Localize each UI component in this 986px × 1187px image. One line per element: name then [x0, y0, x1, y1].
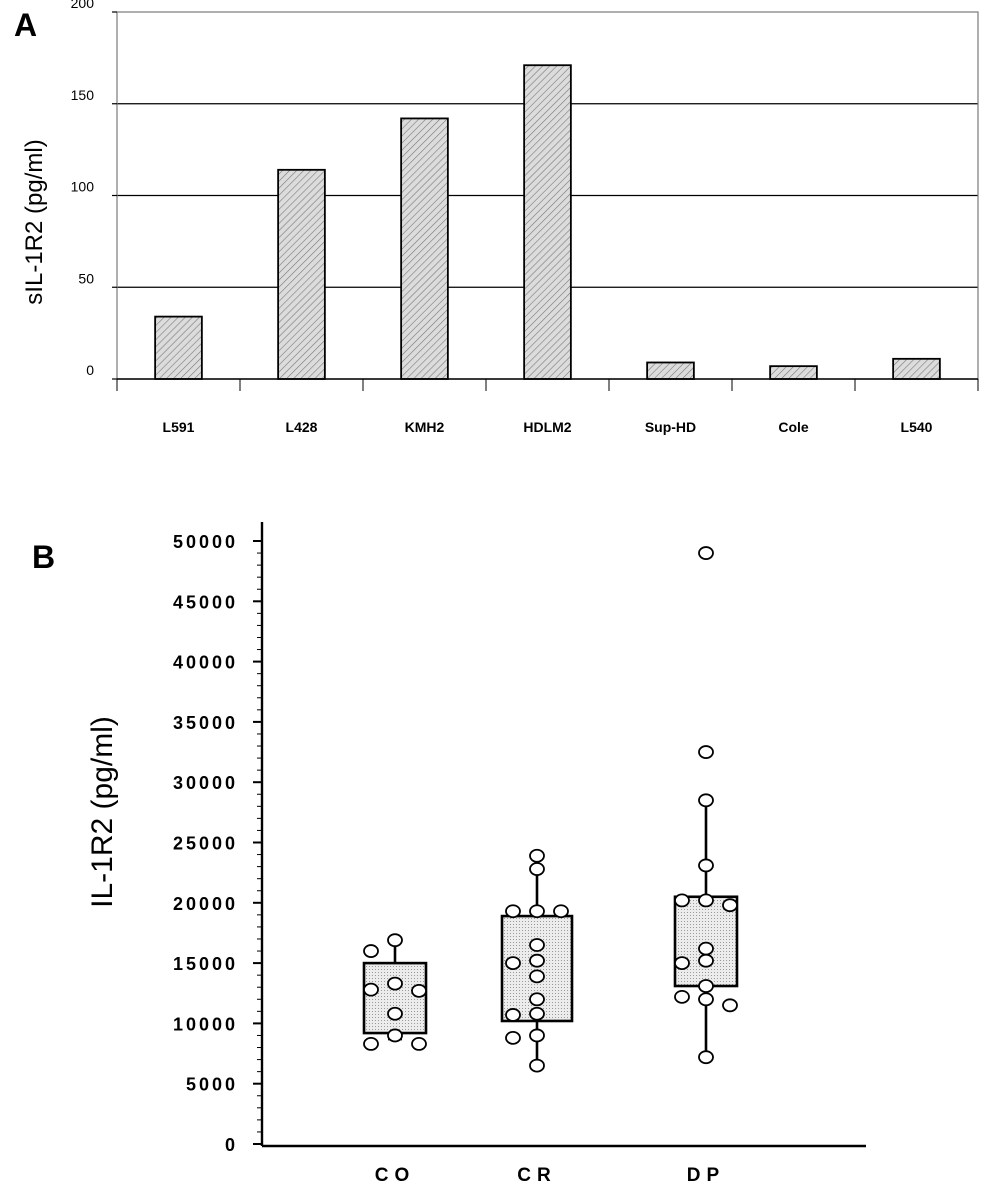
chart-b-point — [698, 941, 714, 956]
chart-b-point — [387, 1028, 403, 1043]
chart-b-point — [698, 979, 714, 993]
panel-b-letter: B — [32, 539, 55, 575]
chart-a-bar-sup-hd — [646, 361, 695, 380]
chart-a-x-tick-label: Cole — [778, 419, 809, 435]
chart-b-y-axis-title: IL-1R2 (pg/ml) — [86, 716, 119, 908]
chart-b: B IL-1R2 (pg/ml) 0 5000 10000 15000 20000 250… — [32, 522, 866, 1186]
chart-b-point — [505, 1008, 521, 1022]
chart-a-y-tick-label: 200 — [71, 0, 95, 11]
chart-b-y-tick-label: 35000 — [173, 713, 238, 733]
chart-b-point — [722, 898, 738, 913]
chart-b-x-tick-label: DP — [687, 1165, 725, 1186]
chart-b-point — [529, 1058, 545, 1073]
chart-b-y-tick-label: 50000 — [173, 532, 238, 552]
chart-b-point — [698, 953, 714, 968]
chart-b-point — [698, 793, 714, 808]
chart-a-x-tick-label: L540 — [901, 419, 933, 435]
chart-a-bar-cole — [769, 365, 818, 380]
chart-b-point — [363, 982, 379, 997]
chart-a-bar-l591 — [154, 315, 203, 380]
chart-b-y-tick-label: 20000 — [173, 894, 238, 914]
chart-b-point — [529, 938, 545, 952]
chart-a-x-tick-label: HDLM2 — [523, 419, 571, 435]
chart-b-point — [387, 976, 403, 991]
chart-b-point — [698, 992, 714, 1007]
chart-b-boxes — [362, 798, 739, 1067]
chart-b-y-tick-label: 40000 — [173, 653, 238, 673]
chart-b-y-tick-label: 25000 — [173, 834, 238, 854]
chart-a-bar-l428 — [277, 168, 326, 380]
chart-b-point — [505, 1030, 521, 1045]
chart-a-x-tick-label: Sup-HD — [645, 419, 696, 435]
chart-b-point — [553, 904, 569, 919]
chart-b-point — [529, 862, 545, 876]
chart-a-bar-hdlm2 — [523, 64, 572, 380]
chart-b-point — [387, 1006, 403, 1021]
chart-b-point — [529, 953, 545, 968]
chart-b-point — [674, 989, 690, 1004]
chart-b-x-tick-labels: CO CR DP — [375, 1165, 725, 1186]
chart-b-point — [529, 969, 545, 984]
chart-a-bar-l540 — [892, 357, 941, 380]
chart-a-bars — [154, 64, 941, 380]
chart-a: A sIL-1R2 (pg/ml) 0 50 100 150 200 L591 L428 K… — [14, 0, 979, 435]
chart-b-point — [363, 1037, 379, 1051]
chart-b-y-tick-label: 15000 — [173, 954, 238, 974]
chart-a-y-tick-label: 150 — [71, 87, 95, 103]
chart-b-x-tick-label: CO — [375, 1165, 416, 1186]
chart-b-y-tick-label: 45000 — [173, 592, 238, 612]
chart-b-point — [505, 956, 521, 970]
panel-a-letter: A — [14, 7, 37, 43]
chart-b-points — [363, 546, 738, 1073]
chart-b-point — [411, 983, 427, 998]
chart-a-y-axis-title: sIL-1R2 (pg/ml) — [21, 139, 48, 304]
chart-b-point — [698, 858, 714, 873]
chart-a-y-tick-label: 0 — [86, 362, 94, 378]
chart-b-point — [529, 904, 545, 919]
chart-b-point — [529, 992, 545, 1007]
chart-a-x-tick-label: L428 — [286, 419, 318, 435]
chart-b-point — [698, 1050, 714, 1065]
chart-b-point — [698, 893, 714, 908]
chart-b-point — [363, 944, 379, 958]
chart-b-box-group-dp — [673, 798, 739, 1059]
chart-b-box-co — [362, 961, 428, 1035]
chart-b-point — [674, 893, 690, 908]
chart-b-point — [529, 1028, 545, 1043]
chart-b-point — [387, 933, 403, 948]
chart-b-point — [698, 745, 714, 759]
chart-a-axes — [112, 11, 979, 391]
chart-b-point — [411, 1037, 427, 1051]
chart-b-point — [698, 546, 714, 560]
chart-b-point — [722, 998, 738, 1013]
chart-b-y-tick-label: 0 — [225, 1135, 238, 1155]
chart-a-x-tick-labels: L591 L428 KMH2 HDLM2 Sup-HD Cole L540 — [163, 419, 933, 435]
chart-a-y-tick-labels: 0 50 100 150 200 — [71, 0, 95, 378]
chart-b-y-tick-labels: 0 5000 10000 15000 20000 25000 30000 35000 40000… — [173, 532, 238, 1155]
chart-a-y-tick-label: 100 — [71, 179, 95, 195]
chart-a-bar-kmh2 — [400, 117, 449, 380]
chart-b-y-tick-label: 30000 — [173, 773, 238, 793]
chart-a-x-tick-label: L591 — [163, 419, 195, 435]
chart-b-x-tick-label: CR — [517, 1165, 556, 1186]
chart-b-axes — [253, 522, 866, 1148]
chart-b-point — [505, 904, 521, 919]
chart-a-y-tick-label: 50 — [78, 270, 94, 286]
chart-b-point — [529, 848, 545, 863]
chart-b-point — [674, 956, 690, 970]
chart-b-y-tick-label: 5000 — [186, 1075, 238, 1095]
chart-b-y-tick-label: 10000 — [173, 1014, 238, 1034]
chart-b-point — [529, 1006, 545, 1021]
chart-a-x-tick-label: KMH2 — [405, 419, 445, 435]
